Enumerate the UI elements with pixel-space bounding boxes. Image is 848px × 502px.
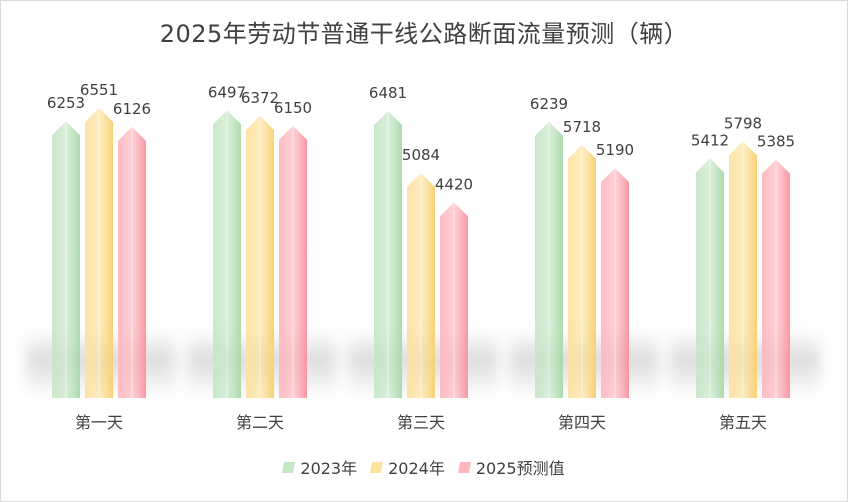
x-tick-label-day-3: 第三天 [397, 413, 445, 432]
x-tick-label-day-5: 第五天 [719, 413, 767, 432]
bar-2025-forecast-day-4 [601, 168, 629, 398]
bar-2025-forecast-day-1 [118, 126, 146, 399]
data-label-2023-day-2: 6497 [208, 83, 246, 101]
bar-2023-day-1 [52, 121, 80, 398]
data-label-2023-day-5: 5412 [691, 131, 729, 149]
legend-swatch-2025-forecast [457, 461, 471, 473]
data-label-2023-day-1: 6253 [47, 94, 85, 112]
bar-2023-day-3 [374, 111, 402, 399]
x-tick-label-day-2: 第二天 [236, 413, 284, 432]
data-label-2023-day-4: 6239 [530, 95, 568, 113]
data-label-2024-day-2: 6372 [241, 89, 279, 107]
chart-title: 2025年劳动节普通干线公路断面流量预测（辆） [159, 20, 689, 48]
bar-2024-day-2 [246, 115, 274, 398]
bar-2023-day-2 [213, 110, 241, 398]
legend: 2023年 2024年 2025预测值 [0, 455, 848, 479]
bar-2024-day-3 [407, 172, 435, 398]
bar-2024-day-1 [85, 108, 113, 398]
bar-2023-day-4 [535, 121, 563, 398]
data-label-2025-forecast-day-3: 4420 [435, 175, 473, 193]
legend-label-2024: 2024年 [388, 459, 445, 478]
legend-label-2023: 2023年 [300, 459, 358, 478]
bar-2023-day-5 [696, 158, 724, 398]
legend-swatch-2024 [370, 461, 384, 473]
legend-item-2023: 2023年 [282, 455, 358, 479]
data-label-2024-day-5: 5798 [724, 114, 762, 132]
bar-2025-forecast-day-5 [762, 159, 790, 398]
x-tick-label-day-1: 第一天 [75, 413, 123, 432]
legend-label-2025-forecast: 2025预测值 [475, 459, 565, 478]
legend-item-2024: 2024年 [370, 455, 445, 479]
data-label-2025-forecast-day-5: 5385 [757, 133, 795, 151]
legend-item-2025-forecast: 2025预测值 [457, 455, 565, 479]
data-label-2025-forecast-day-2: 6150 [274, 99, 312, 117]
data-label-2025-forecast-day-4: 5190 [596, 141, 634, 159]
data-label-2024-day-4: 5718 [563, 118, 601, 136]
x-tick-label-day-4: 第四天 [558, 413, 606, 432]
data-label-2025-forecast-day-1: 6126 [113, 100, 151, 118]
legend-swatch-2023 [282, 461, 296, 473]
bar-2025-forecast-day-3 [440, 202, 468, 398]
data-label-2024-day-3: 5084 [402, 146, 440, 164]
data-label-2024-day-1: 6551 [80, 81, 118, 99]
bar-2024-day-4 [568, 144, 596, 398]
bar-2024-day-5 [729, 141, 757, 398]
bar-2025-forecast-day-2 [279, 125, 307, 398]
data-label-2023-day-3: 6481 [369, 84, 407, 102]
